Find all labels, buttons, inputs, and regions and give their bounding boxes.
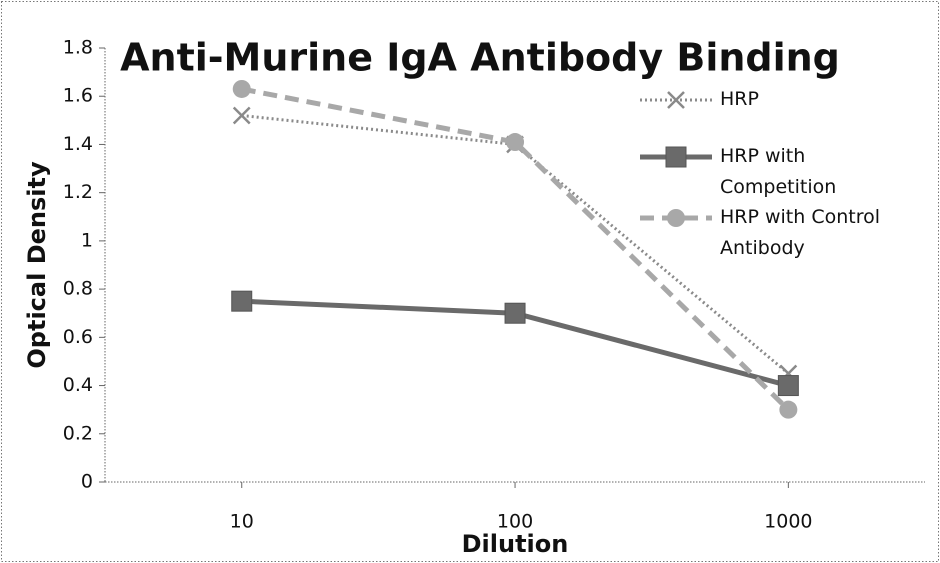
y-tick-label: 1 [81,229,93,251]
marker [779,400,798,419]
y-tick-label: 0.8 [63,278,93,300]
y-tick-label: 0.2 [63,422,93,444]
legend-marker [665,146,687,168]
y-tick-label: 1.2 [63,181,93,203]
legend-label: HRP with Control Antibody [720,206,881,259]
legend-marker [667,91,685,109]
y-tick-label: 0.6 [63,326,93,348]
marker [232,106,251,125]
x-tick-label: 1000 [764,511,812,533]
y-tick-label: 0.4 [63,374,93,396]
x-tick-label: 10 [230,511,254,533]
legend-label: HRP [720,88,759,110]
x-axis-label: Dilution [462,530,569,558]
series-line [241,86,791,412]
x-tick-label: 100 [497,511,533,533]
y-tick-label: 1.8 [63,37,93,59]
marker [232,79,251,98]
y-tick-label: 0 [81,471,93,493]
marker [506,133,525,152]
legend-marker [667,209,685,227]
marker [231,290,253,312]
y-tick-label: 1.6 [63,85,93,107]
marker [504,302,526,324]
series-line [241,114,790,375]
chart-title: Anti-Murine IgA Antibody Binding [120,36,840,80]
marker [777,375,799,397]
y-tick-label: 1.4 [63,133,93,155]
legend-label: HRP with Competition [720,145,837,198]
y-axis-label: Optical Density [23,161,51,369]
